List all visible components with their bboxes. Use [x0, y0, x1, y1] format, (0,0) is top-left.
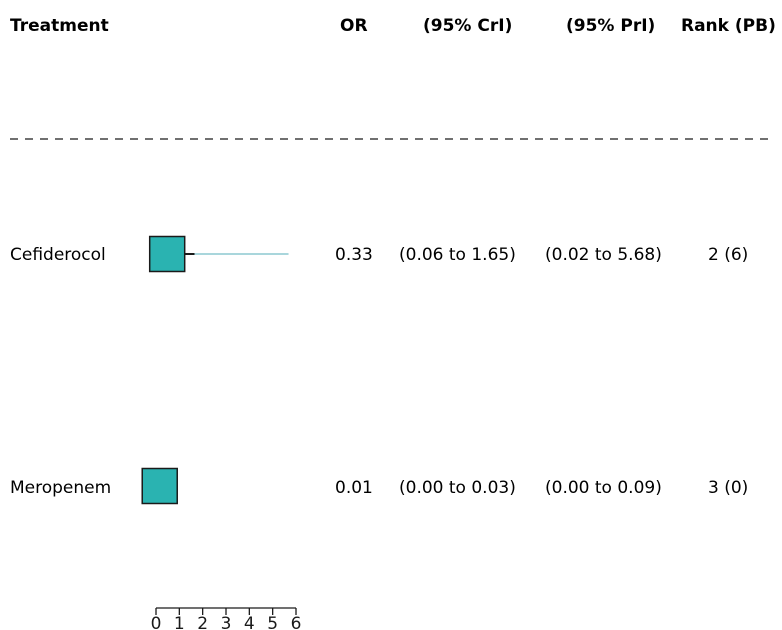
row-prl-cefiderocol: (0.02 to 5.68): [545, 245, 662, 265]
header-rank: Rank (PB): [681, 16, 776, 36]
x-tick-label-4: 4: [244, 614, 255, 630]
forest-marks: [141, 235, 289, 505]
header-or: OR: [340, 16, 368, 36]
header-treatment: Treatment: [10, 16, 109, 36]
estimate-box-meropenem: [141, 467, 178, 505]
x-tick-label-0: 0: [151, 614, 162, 630]
row-label-cefiderocol: Cefiderocol: [10, 245, 106, 265]
x-tick-label-6: 6: [291, 614, 302, 630]
row-or-meropenem: 0.01: [335, 478, 373, 498]
x-tick-label-2: 2: [197, 614, 208, 630]
header-prl: (95% PrI): [566, 16, 655, 36]
x-tick-label-1: 1: [174, 614, 185, 630]
row-or-cefiderocol: 0.33: [335, 245, 373, 265]
row-rank-cefiderocol: 2 (6): [708, 245, 748, 265]
header-crl: (95% CrI): [423, 16, 512, 36]
row-prl-meropenem: (0.00 to 0.09): [545, 478, 662, 498]
x-tick-label-5: 5: [267, 614, 278, 630]
row-label-meropenem: Meropenem: [10, 478, 111, 498]
row-crl-cefiderocol: (0.06 to 1.65): [399, 245, 516, 265]
row-crl-meropenem: (0.00 to 0.03): [399, 478, 516, 498]
estimate-box-cefiderocol: [148, 235, 186, 273]
row-rank-meropenem: 3 (0): [708, 478, 748, 498]
x-tick-label-3: 3: [221, 614, 232, 630]
